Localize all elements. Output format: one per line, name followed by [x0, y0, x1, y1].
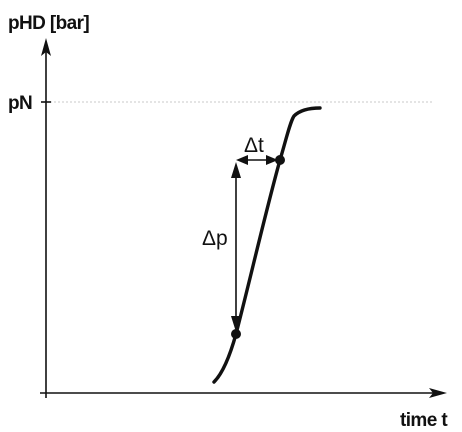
- x-axis-arrowhead: [429, 388, 447, 398]
- y-axis-label: pHD [bar]: [8, 13, 89, 34]
- lower-measurement-point: [231, 329, 241, 339]
- y-axis-arrowhead: [41, 38, 51, 56]
- delta-t-label: Δt: [244, 134, 264, 157]
- delta-p-label: Δp: [202, 227, 228, 250]
- upper-measurement-point: [275, 155, 285, 165]
- delta-p-arrow: [231, 162, 241, 332]
- pressure-curve: [212, 106, 322, 384]
- delta-t-arrow: [236, 155, 278, 165]
- x-axis-label: time t: [400, 410, 448, 431]
- x-axis: [40, 388, 447, 398]
- y-axis: [41, 38, 51, 398]
- nominal-pressure-label: pN: [8, 93, 32, 114]
